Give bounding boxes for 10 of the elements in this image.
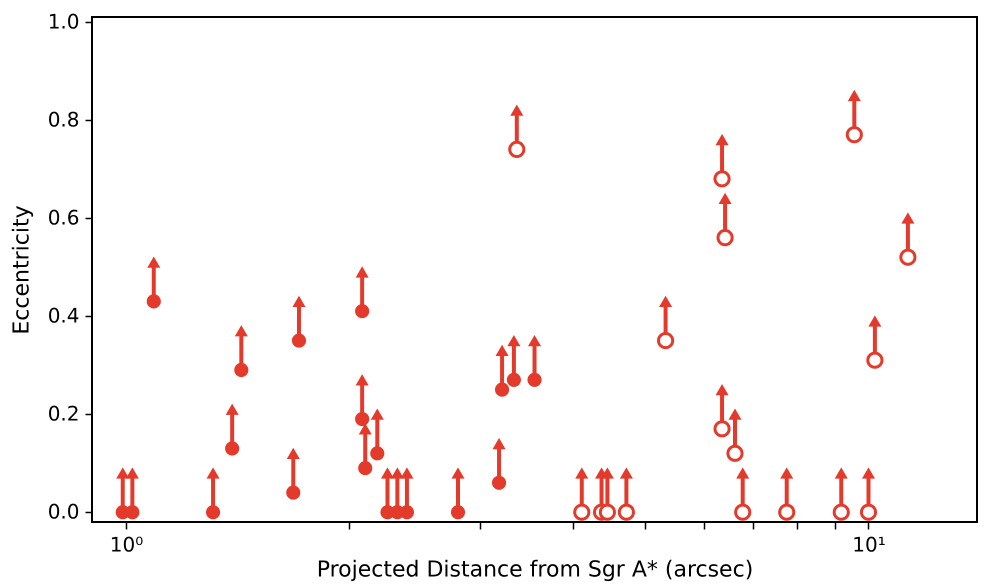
y-tick-label: 0.6 xyxy=(48,206,80,230)
x-tick-label: 10⁰ xyxy=(110,532,144,556)
x-axis-title: Projected Distance from Sgr A* (arcsec) xyxy=(316,558,754,582)
x-tick-label: 10¹ xyxy=(852,532,886,556)
y-tick-label: 0.4 xyxy=(48,304,80,328)
y-tick-label: 1.0 xyxy=(48,9,80,34)
y-tick-label: 0.8 xyxy=(48,107,80,132)
y-tick-label: 0.2 xyxy=(48,402,80,426)
y-axis-title: Eccentricity xyxy=(10,205,35,335)
y-tick-label: 0.0 xyxy=(48,500,80,524)
